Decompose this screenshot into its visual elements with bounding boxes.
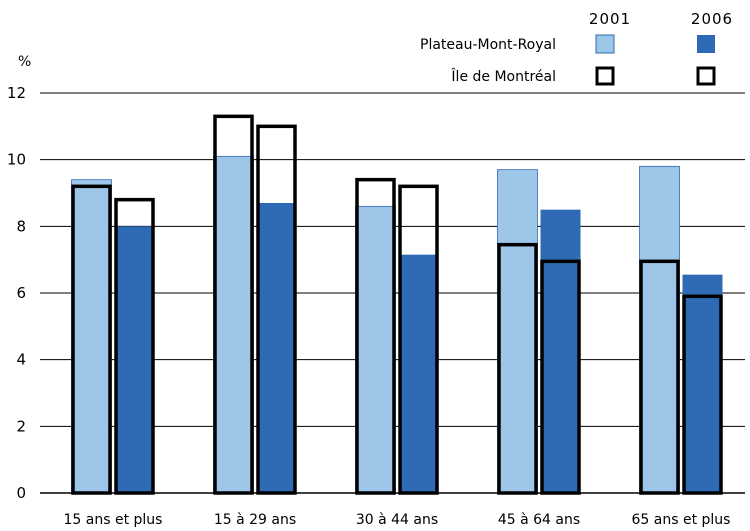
- legend-swatch-ile-2001: [595, 66, 615, 86]
- bar-plateau-2001-1: [213, 155, 254, 494]
- y-tick-labels: 0 2 4 6 8 10 12: [7, 84, 26, 502]
- legend-year-2006: 2006: [691, 10, 733, 28]
- legend-swatch-plateau-2001: [595, 34, 615, 54]
- y-tick-label: 10: [7, 151, 26, 169]
- y-tick-label: 8: [16, 217, 26, 235]
- category-labels: 15 ans et plus 15 à 29 ans 30 à 44 ans 45 à…: [64, 512, 731, 528]
- category-label: 45 à 64 ans: [498, 512, 580, 528]
- y-tick-label: 6: [16, 284, 26, 302]
- bar-plateau-2001-2: [355, 205, 396, 494]
- outline-bars: [40, 114, 745, 495]
- bar-plateau-2006-0: [114, 226, 155, 494]
- category-label: 30 à 44 ans: [356, 512, 438, 528]
- category-label: 65 ans et plus: [632, 512, 731, 528]
- legend-year-2001: 2001: [589, 10, 631, 28]
- y-tick-label: 12: [7, 84, 26, 102]
- y-tick-label: 0: [16, 484, 26, 502]
- legend-swatch-plateau-2006: [697, 35, 715, 53]
- legend-label-ile: Île de Montréal: [450, 67, 556, 85]
- bar-plateau-2001-3: [497, 169, 538, 494]
- legend: 2001 2006 Plateau-Mont-Royal Île de Mont…: [420, 10, 733, 86]
- y-axis-unit: %: [18, 54, 31, 70]
- y-tick-label: 2: [16, 417, 26, 435]
- category-label: 15 à 29 ans: [214, 512, 296, 528]
- bar-plateau-2001-4: [639, 165, 680, 494]
- bar-plateau-2006-2: [398, 254, 439, 493]
- bar-plateau-2001-0: [71, 179, 112, 494]
- bar-plateau-2006-3: [540, 209, 581, 493]
- legend-swatch-ile-2006: [696, 66, 716, 86]
- bars: [71, 155, 723, 494]
- category-label: 15 ans et plus: [64, 512, 163, 528]
- bar-plateau-2006-4: [682, 274, 723, 493]
- y-tick-label: 4: [16, 351, 26, 369]
- bar-plateau-2006-1: [256, 203, 297, 493]
- legend-label-plateau: Plateau-Mont-Royal: [420, 37, 556, 53]
